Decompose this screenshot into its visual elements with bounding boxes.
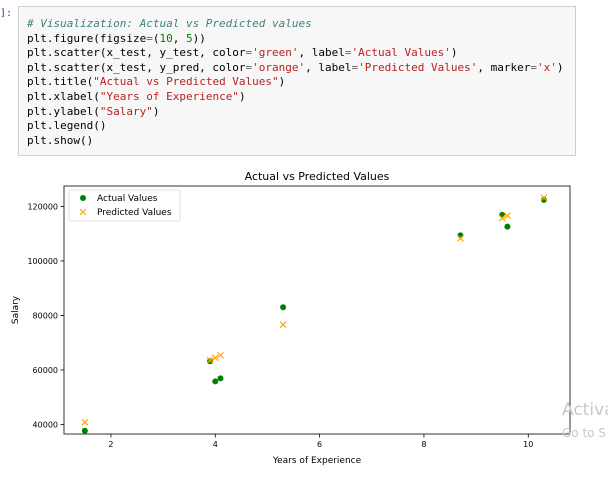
y-tick-label: 100000 <box>27 257 58 266</box>
code-line: plt.title("Actual vs Predicted Values") <box>27 75 285 88</box>
code-line: plt.figure(figsize=(10, 5)) <box>27 32 206 45</box>
code-line: plt.ylabel("Salary") <box>27 105 159 118</box>
code-token: plt.legend() <box>27 119 107 133</box>
code-line: # Visualization: Actual vs Predicted val… <box>27 17 312 30</box>
code-line: plt.legend() <box>27 119 106 132</box>
chart-title: Actual vs Predicted Values <box>245 170 390 183</box>
code-token: = <box>530 60 537 74</box>
code-token: 10 <box>159 31 173 45</box>
code-token: ) <box>450 46 458 60</box>
actual-value-point <box>207 358 214 365</box>
legend-actual-label: Actual Values <box>97 194 158 204</box>
x-tick-label: 6 <box>317 440 322 449</box>
actual-value-point <box>217 375 224 382</box>
plot-frame <box>63 185 571 435</box>
code-token: 'Actual Values' <box>351 46 451 60</box>
actual-value-point <box>499 211 506 218</box>
code-token: "Years of Experience" <box>99 89 239 103</box>
code-token: = <box>245 60 253 74</box>
x-tick-label: 4 <box>213 440 218 449</box>
predicted-value-point <box>217 351 224 359</box>
code-token: = <box>351 60 359 74</box>
predicted-value-point <box>81 418 89 426</box>
data-points <box>81 194 548 434</box>
code-token: = <box>245 46 253 60</box>
code-line: plt.scatter(x_test, y_pred, color='orang… <box>27 61 563 74</box>
predicted-value-point <box>540 194 548 202</box>
legend-predicted-label: Predicted Values <box>97 208 172 218</box>
predicted-value-point <box>498 214 506 222</box>
legend: Actual Values Predicted Values <box>68 189 181 222</box>
code-token: plt.xlabel( <box>27 89 100 103</box>
code-token: ) <box>238 89 246 103</box>
actual-value-point <box>504 223 511 230</box>
code-token: plt.figure(figsize <box>27 31 147 45</box>
activation-watermark-subtitle: Go to S <box>562 426 606 440</box>
code-token: = <box>146 31 153 45</box>
code-token: "Salary" <box>99 104 153 118</box>
actual-value-point <box>81 427 88 434</box>
code-token: , label <box>298 46 345 60</box>
actual-value-point <box>280 304 287 311</box>
cell-output: Actual vs Predicted Values 40000 60000 800… <box>0 160 608 473</box>
activation-watermark-title: Activa <box>562 400 608 420</box>
x-axis-label: Years of Experience <box>272 456 362 466</box>
predicted-value-point <box>503 212 511 220</box>
predicted-value-point <box>279 321 287 329</box>
code-token: 'green' <box>252 46 299 60</box>
code-cell[interactable]: # Visualization: Actual vs Predicted val… <box>18 6 576 156</box>
code-token: = <box>344 46 352 60</box>
y-tick-label: 40000 <box>33 420 58 429</box>
code-line: plt.xlabel("Years of Experience") <box>27 90 246 103</box>
x-tick-label: 10 <box>523 440 533 449</box>
actual-value-point <box>212 378 219 385</box>
cell-prompt: ]: <box>0 8 13 19</box>
scatter-chart: Actual vs Predicted Values 40000 60000 800… <box>11 170 571 466</box>
code-token: plt.scatter(x_test, y_test, color <box>27 46 246 60</box>
code-token: , label <box>305 60 352 74</box>
code-token: "Actual vs Predicted Values" <box>93 75 279 89</box>
predicted-value-point <box>457 234 464 242</box>
y-axis-label: Salary <box>11 295 21 324</box>
code-editor[interactable]: # Visualization: Actual vs Predicted val… <box>27 17 563 148</box>
code-token: 'Predicted Values' <box>358 60 478 74</box>
code-token: , marker <box>477 60 531 74</box>
code-token: )) <box>192 31 206 45</box>
y-tick-label: 80000 <box>33 311 58 320</box>
code-line: plt.show() <box>27 134 93 147</box>
code-token: 'x' <box>536 60 557 74</box>
predicted-value-point <box>211 354 219 362</box>
code-token: , <box>172 31 186 45</box>
code-token: plt.scatter(x_test, y_pred, color <box>27 60 246 74</box>
code-token: ) <box>556 60 564 74</box>
predicted-value-point <box>206 356 214 364</box>
x-axis: 2 4 6 8 10 <box>108 434 533 449</box>
x-tick-label: 2 <box>108 440 113 449</box>
code-line: plt.scatter(x_test, y_test, color='green… <box>27 46 457 59</box>
code-token: plt.show() <box>27 133 94 147</box>
code-token: plt.title( <box>27 75 94 89</box>
x-tick-label: 8 <box>421 440 426 449</box>
code-token: ) <box>152 104 160 118</box>
code-token: plt.ylabel( <box>27 104 100 118</box>
code-token: 'orange' <box>252 60 306 74</box>
actual-value-point <box>457 232 464 239</box>
legend-predicted-marker <box>79 208 87 216</box>
y-tick-label: 120000 <box>27 202 58 211</box>
code-token: ( <box>152 31 160 45</box>
legend-box <box>68 189 181 222</box>
y-tick-label: 60000 <box>33 366 58 375</box>
legend-actual-marker <box>80 195 86 201</box>
code-token: # Visualization: Actual vs Predicted val… <box>27 17 312 30</box>
code-token: ) <box>278 75 286 89</box>
code-token: 5 <box>185 31 193 45</box>
y-axis: 40000 60000 80000 100000 120000 <box>27 202 64 429</box>
